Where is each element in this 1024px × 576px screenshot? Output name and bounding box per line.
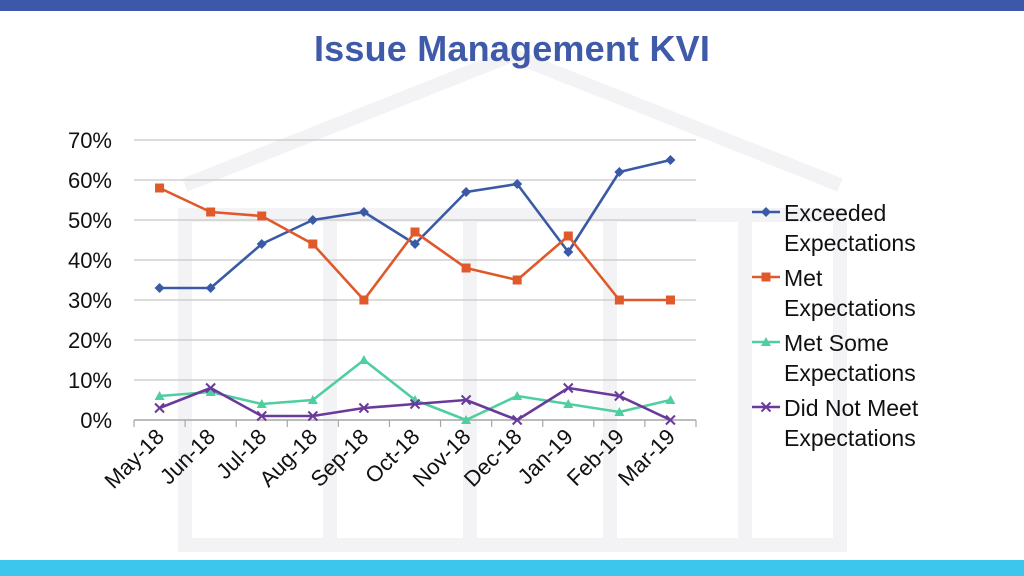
legend-label: Exceeded Expectations: [784, 200, 916, 256]
chart-legend: Exceeded Expectations Met Expectations M…: [752, 198, 972, 458]
data-point-diamond: [461, 187, 472, 197]
data-point-x: [614, 390, 625, 402]
data-point-diamond: [358, 207, 369, 217]
data-point-square: [155, 183, 165, 193]
x-tick-label: Dec-18: [459, 424, 527, 492]
data-point-diamond: [614, 167, 625, 177]
y-tick-label: 10%: [68, 368, 112, 393]
top-accent-bar: [0, 0, 1024, 11]
data-point-x: [563, 382, 574, 394]
data-point-triangle: [563, 399, 574, 408]
data-point-x: [205, 382, 216, 394]
data-point-x: [511, 414, 523, 426]
legend-label: Met Some Expectations: [784, 330, 916, 386]
legend-item-met: Met Expectations: [752, 263, 972, 323]
legend-marker-met-some: [752, 337, 780, 346]
data-point-square: [614, 295, 624, 305]
data-point-triangle: [512, 391, 523, 400]
data-point-diamond: [307, 215, 318, 225]
x-tick-label: Mar-19: [613, 424, 680, 491]
data-point-square: [308, 239, 318, 249]
data-point-x: [154, 402, 165, 414]
data-point-diamond: [563, 247, 574, 257]
data-point-square: [563, 231, 573, 241]
data-point-diamond: [512, 179, 523, 189]
data-point-diamond: [205, 283, 216, 293]
y-tick-label: 50%: [68, 208, 112, 233]
data-point-square: [410, 227, 420, 237]
y-tick-label: 20%: [68, 328, 112, 353]
data-point-square: [206, 207, 216, 217]
data-point-triangle: [614, 407, 625, 416]
y-tick-label: 30%: [68, 288, 112, 313]
y-tick-label: 60%: [68, 168, 112, 193]
legend-item-exceeded: Exceeded Expectations: [752, 198, 972, 258]
x-tick-label: Jun-18: [155, 424, 220, 489]
data-point-x: [409, 398, 421, 410]
data-point-triangle: [358, 355, 369, 364]
data-point-diamond: [410, 239, 420, 249]
data-point-square: [665, 295, 675, 305]
x-tick-label: May-18: [100, 424, 170, 494]
legend-label: Did Not Meet Expectations: [784, 395, 919, 451]
legend-label: Met Expectations: [784, 265, 916, 321]
data-point-square: [461, 263, 471, 273]
bottom-accent-bar: [0, 560, 1024, 576]
page-title: Issue Management KVI: [313, 28, 711, 69]
legend-marker-did-not-meet: [752, 401, 780, 413]
data-point-x: [460, 394, 472, 406]
data-point-x: [307, 410, 319, 422]
legend-marker-met: [752, 272, 780, 282]
y-tick-label: 40%: [68, 248, 112, 273]
data-point-triangle: [665, 395, 676, 404]
data-point-square: [257, 211, 267, 221]
y-tick-label: 70%: [68, 128, 112, 153]
series-line: [159, 358, 671, 422]
legend-marker-exceeded: [752, 207, 780, 217]
data-point-triangle: [307, 395, 318, 404]
data-point-triangle: [256, 399, 267, 408]
data-point-diamond: [256, 239, 267, 249]
data-point-diamond: [665, 155, 676, 165]
data-point-triangle: [205, 387, 216, 396]
data-point-x: [358, 402, 370, 414]
data-point-square: [359, 295, 369, 305]
data-point-triangle: [154, 391, 165, 400]
x-tick-label: Feb-19: [562, 424, 629, 491]
data-point-triangle: [461, 415, 472, 424]
data-point-diamond: [154, 283, 165, 293]
data-point-x: [256, 410, 267, 422]
x-tick-label: Sep-18: [306, 424, 374, 492]
y-tick-label: 0%: [80, 408, 112, 433]
data-point-square: [512, 275, 522, 285]
data-point-x: [665, 414, 676, 426]
legend-item-did-not-meet: Did Not Meet Expectations: [752, 393, 972, 453]
legend-item-met-some: Met Some Expectations: [752, 328, 972, 388]
